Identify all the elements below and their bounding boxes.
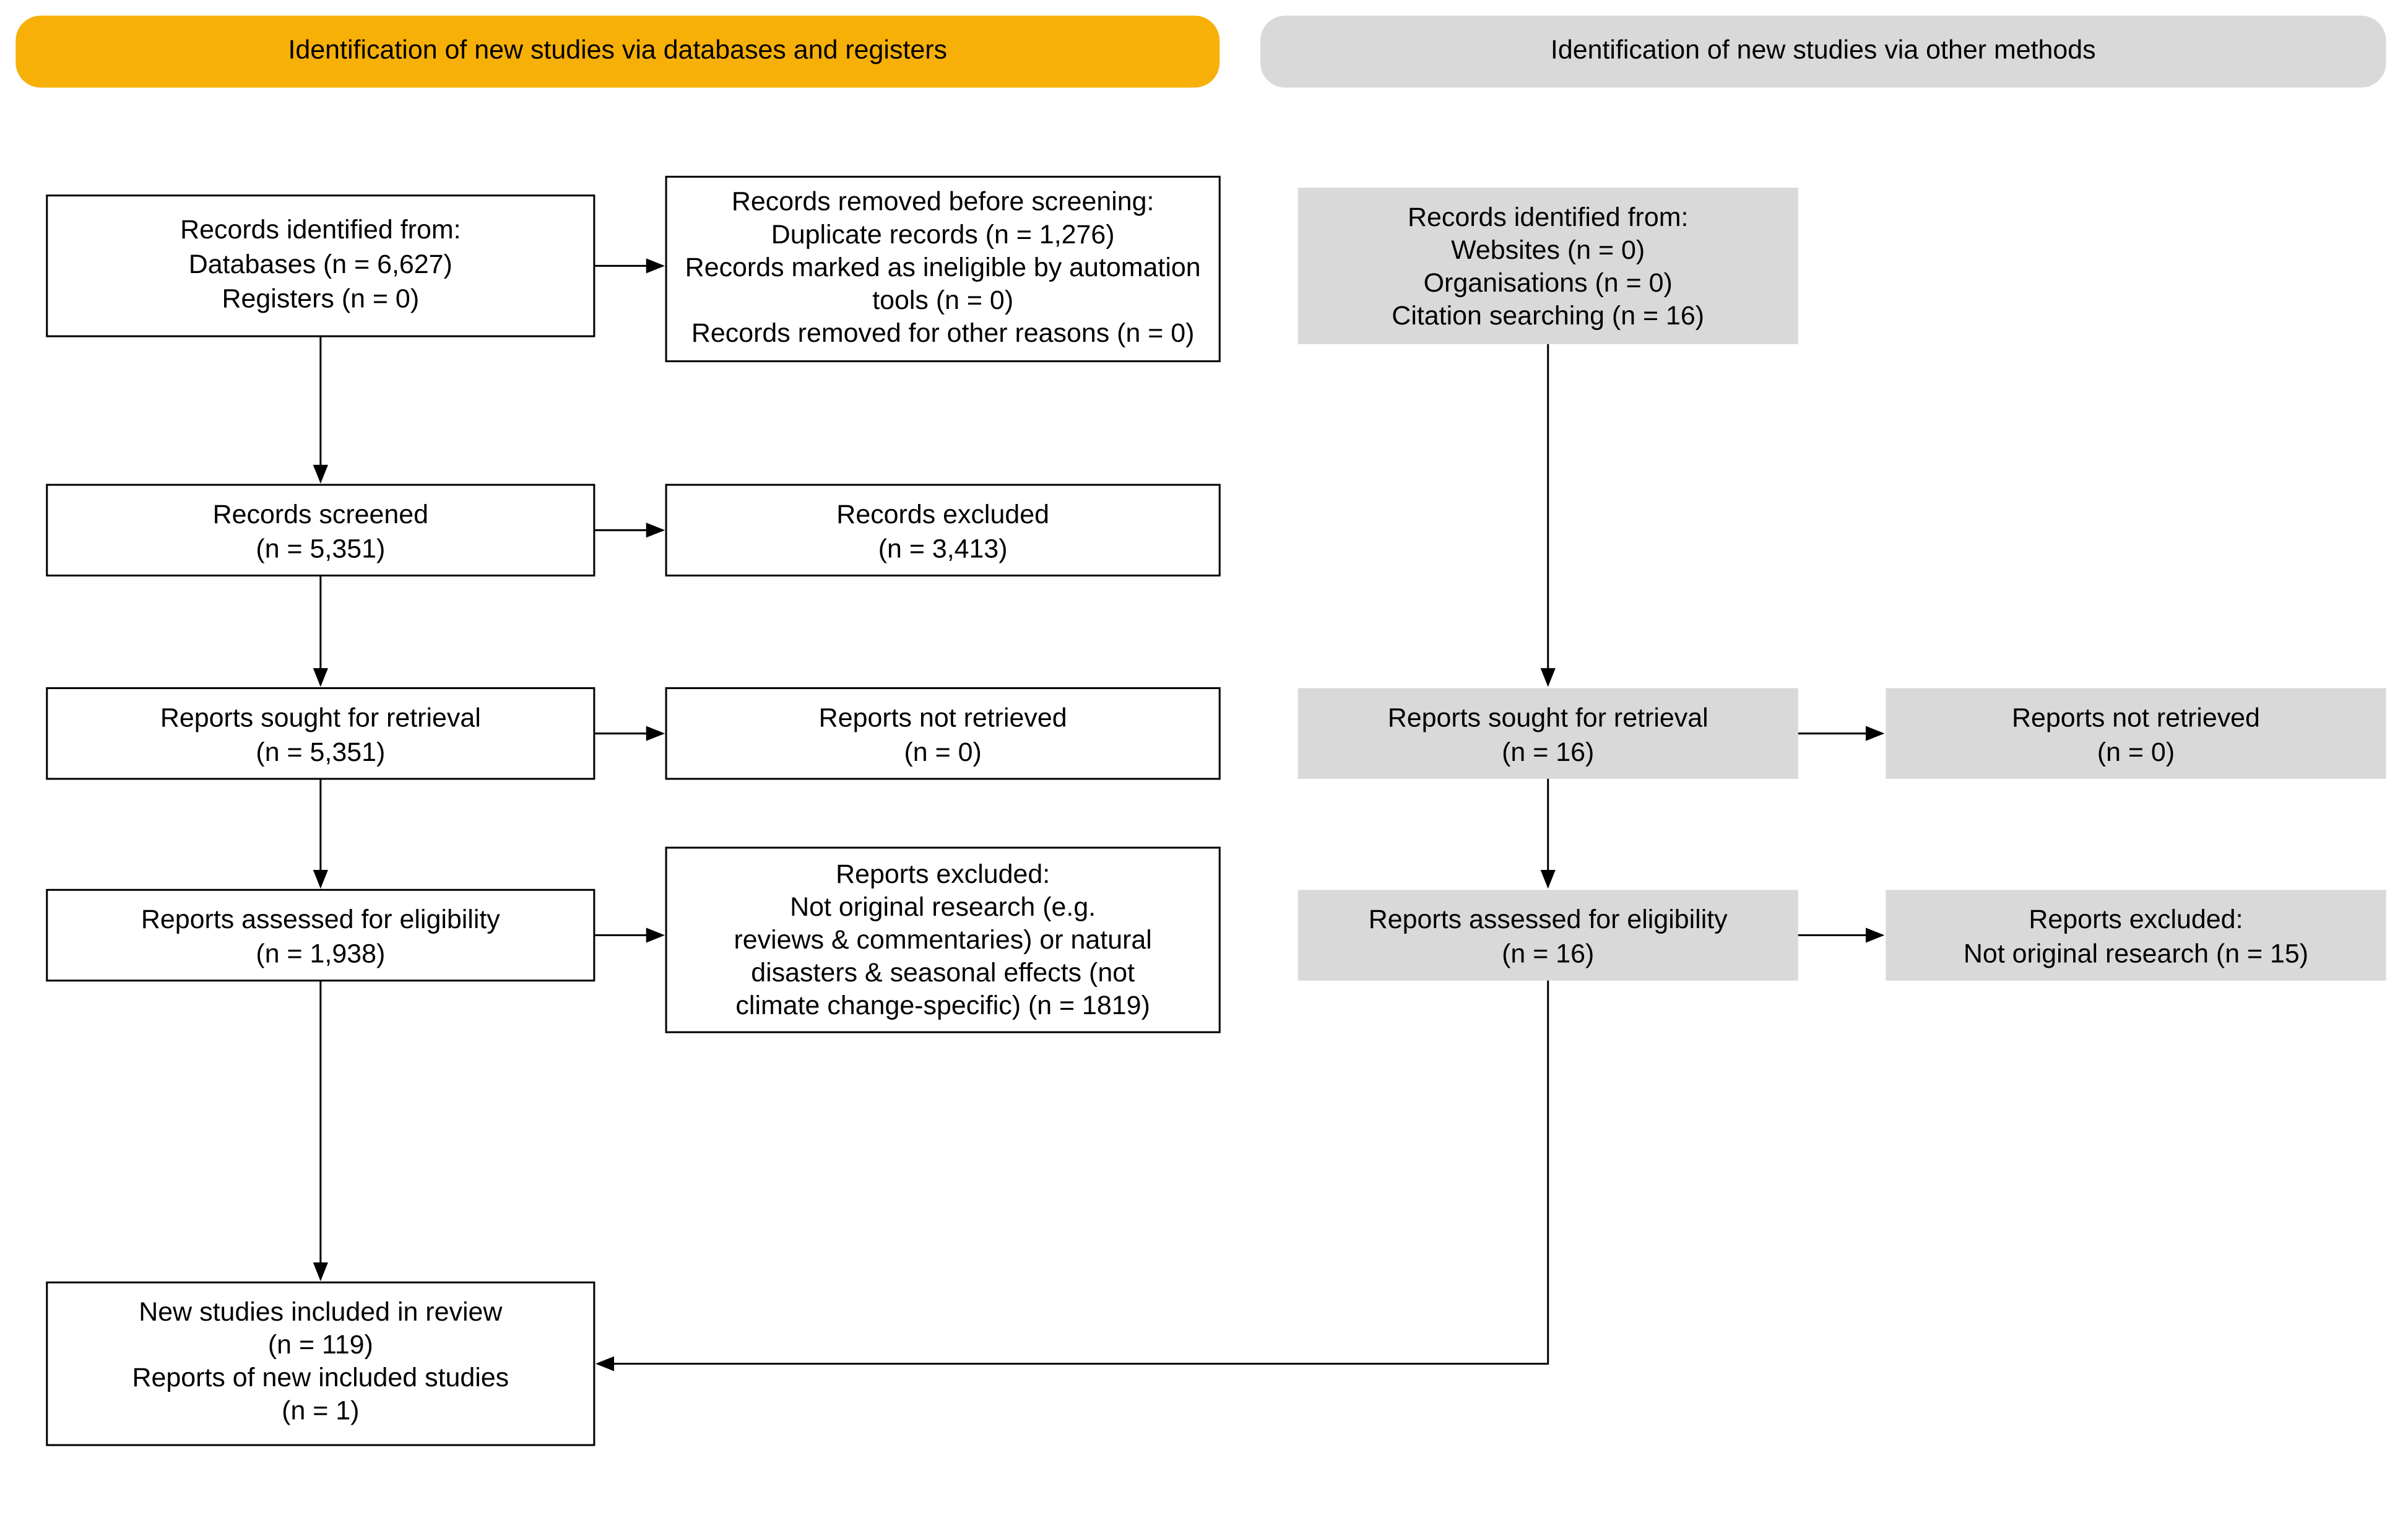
arrow-other-assessed-to-included [597,981,1548,1364]
reports-assessed-l1: Reports assessed for eligibility [141,905,500,934]
reports-not-retrieved-other-l1: Reports not retrieved [2012,703,2260,732]
records-removed-l1: Records removed before screening: [732,187,1154,217]
records-identified-l2: Databases (n = 6,627) [189,250,453,279]
reports-excluded-other-l2: Not original research (n = 15) [1964,939,2308,969]
records-excluded-screen-l2: (n = 3,413) [878,534,1008,563]
reports-excluded-elig-l1: Reports excluded: [836,859,1050,889]
reports-assessed-l2: (n = 1,938) [256,939,385,969]
included-l2: (n = 119) [268,1330,373,1360]
records-removed-l4: tools (n = 0) [872,285,1013,315]
included-l4: (n = 1) [282,1396,359,1425]
records-identified-other-l1: Records identified from: [1408,202,1688,232]
records-identified-l3: Registers (n = 0) [222,284,420,313]
prisma-flowchart: Identification of new studies via databa… [0,0,2408,1520]
header-right-label: Identification of new studies via other … [1551,35,2096,65]
records-removed-l2: Duplicate records (n = 1,276) [771,220,1115,250]
reports-not-retrieved-l2: (n = 0) [904,737,982,767]
reports-sought-other-l1: Reports sought for retrieval [1388,703,1709,732]
reports-not-retrieved-other-l2: (n = 0) [2097,737,2175,767]
records-identified-l1: Records identified from: [180,215,461,245]
records-removed-l5: Records removed for other reasons (n = 0… [691,318,1195,348]
reports-assessed-other-l1: Reports assessed for eligibility [1369,905,1728,934]
reports-sought-l1: Reports sought for retrieval [160,703,481,732]
reports-excluded-elig-l2: Not original research (e.g. [790,892,1096,922]
records-identified-other-l3: Organisations (n = 0) [1424,268,1673,298]
records-screened-l2: (n = 5,351) [256,534,385,563]
header-left-label: Identification of new studies via databa… [288,35,947,65]
reports-excluded-elig-l5: climate change-specific) (n = 1819) [735,991,1150,1020]
reports-sought-other-l2: (n = 16) [1502,737,1594,767]
records-identified-other-l2: Websites (n = 0) [1451,235,1645,265]
reports-excluded-elig-l4: disasters & seasonal effects (not [751,958,1135,988]
records-identified-other-l4: Citation searching (n = 16) [1392,301,1704,331]
records-screened-l1: Records screened [213,500,428,529]
reports-not-retrieved-l1: Reports not retrieved [819,703,1067,732]
included-l3: Reports of new included studies [132,1363,509,1392]
reports-excluded-other-l1: Reports excluded: [2029,905,2243,934]
records-removed-l3: Records marked as ineligible by automati… [685,253,1201,282]
reports-sought-l2: (n = 5,351) [256,737,385,767]
reports-assessed-other-l2: (n = 16) [1502,939,1594,969]
included-l1: New studies included in review [139,1297,503,1327]
reports-excluded-elig-l3: reviews & commentaries) or natural [734,925,1152,955]
records-excluded-screen-l1: Records excluded [836,500,1049,529]
